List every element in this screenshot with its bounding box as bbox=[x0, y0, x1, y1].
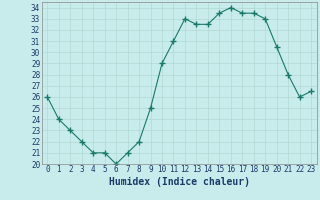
X-axis label: Humidex (Indice chaleur): Humidex (Indice chaleur) bbox=[109, 177, 250, 187]
